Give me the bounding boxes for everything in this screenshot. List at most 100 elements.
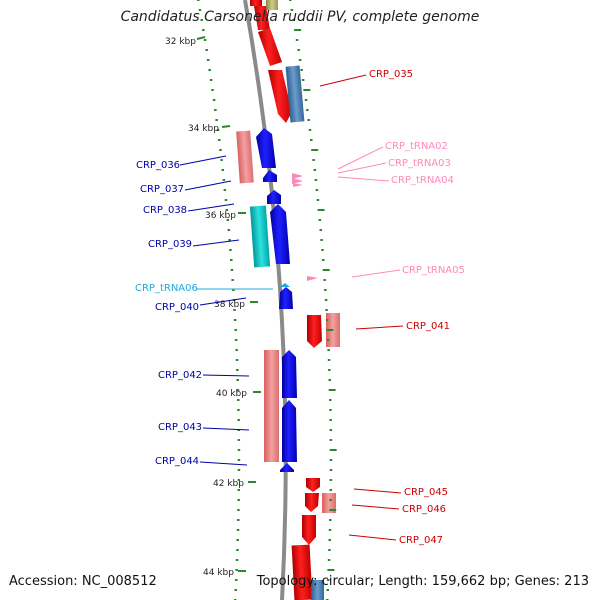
feature-crp045-red: [306, 478, 320, 492]
tick-dot: [226, 219, 230, 221]
tick-dot: [295, 39, 299, 41]
label-trna04: CRP_tRNA04: [391, 175, 454, 186]
tick-dot: [237, 409, 240, 411]
feature-crp047-red: [302, 515, 316, 545]
feature-crp036-pink: [236, 130, 254, 184]
tick-dot: [300, 69, 303, 71]
tick-dot: [236, 529, 240, 531]
tick-dot: [233, 309, 236, 311]
kbp-label-44: 44 kbp: [203, 568, 234, 578]
tick-dot: [329, 449, 337, 451]
feature-crp037-blue: [263, 170, 277, 182]
label-trna02: CRP_tRNA02: [385, 141, 448, 152]
feature-crp038-blue: [267, 190, 281, 204]
label-crp045: CRP_045: [404, 487, 448, 498]
tick-dot: [329, 439, 333, 441]
tick-dot: [329, 429, 332, 431]
tick-dot: [237, 459, 241, 461]
label-crp039: CRP_039: [148, 239, 192, 250]
leader-crp042: [202, 374, 250, 377]
feature-trna06: [280, 283, 290, 287]
feature-crp043-blue: [282, 400, 297, 462]
tick-dot: [235, 359, 239, 361]
tick-dot: [232, 289, 235, 291]
tick-dot: [222, 179, 226, 181]
leader-crp044: [199, 461, 248, 466]
tick-dot: [316, 199, 320, 201]
tick-dot: [212, 99, 216, 101]
tick-dot: [235, 569, 238, 571]
leader-crp045: [353, 488, 402, 494]
tick-dot: [224, 199, 228, 201]
tick-dot: [329, 469, 333, 471]
tick-dot: [323, 279, 326, 281]
feature-trna-pink-2: [292, 178, 303, 184]
feature-crp039-blue: [270, 204, 290, 264]
tick-dot: [319, 229, 322, 231]
tick-dot: [329, 409, 332, 411]
tick-dot: [307, 119, 310, 121]
feature-crp039-cyan: [249, 205, 271, 268]
tick-dot: [294, 29, 302, 31]
tick-dot: [234, 329, 237, 331]
tick-dot: [225, 209, 229, 211]
gene-labels: CRP_035 CRP_tRNA02 CRP_tRNA03 CRP_tRNA04…: [135, 69, 465, 546]
feature-bottom-red: [291, 544, 313, 600]
feature-bottom-steel: [311, 580, 324, 600]
label-trna06: CRP_tRNA06: [135, 283, 198, 294]
tick-dot: [236, 549, 239, 551]
tick-dot: [231, 279, 234, 281]
tick-dot: [327, 559, 331, 561]
leader-crp039: [192, 239, 240, 247]
tick-dot: [215, 119, 218, 121]
tick-dot: [200, 19, 203, 21]
tick-dots: [197, 0, 337, 600]
leader-crp043: [202, 427, 250, 431]
tick-dot: [308, 129, 312, 131]
tick-dot: [320, 239, 323, 241]
label-crp044: CRP_044: [155, 456, 199, 467]
feature-trna-pink-1: [292, 173, 303, 179]
feature-top-red: [250, 0, 262, 6]
leader-crp036: [179, 155, 227, 166]
tick-dot: [234, 589, 237, 591]
tick-dot: [326, 589, 329, 591]
tick-dot: [236, 369, 239, 371]
tick-dot: [209, 79, 213, 81]
label-trna05: CRP_tRNA05: [402, 265, 465, 276]
tick-dot: [218, 139, 221, 141]
tick-dot: [328, 549, 331, 551]
tick-dot: [235, 349, 238, 351]
tick-dot: [237, 499, 240, 501]
tick-dot: [306, 109, 309, 111]
feature-crp044-blue: [280, 463, 294, 472]
accession-text: Accession: NC_008512: [9, 574, 157, 589]
tick-dot: [329, 489, 332, 491]
tick-dot: [328, 389, 336, 391]
leader-crp041: [355, 325, 404, 330]
tick-dot: [198, 9, 202, 11]
tick-dot: [314, 179, 318, 181]
feature-top-olive: [266, 0, 278, 10]
tick-dot: [220, 159, 223, 161]
tick-dot: [298, 59, 302, 61]
tick-dot: [322, 259, 325, 261]
feature-crp036-blue: [256, 128, 276, 168]
feature-red-pre035: [258, 28, 282, 66]
feature-crp040-blue: [279, 287, 293, 309]
tick-dot: [237, 509, 240, 511]
leader-trna03: [337, 162, 387, 174]
leader-crp040: [199, 297, 247, 306]
label-crp046: CRP_046: [402, 504, 446, 515]
tick-dot: [328, 369, 331, 371]
kbp-label-38: 38 kbp: [214, 300, 245, 310]
feature-crp035-steel: [285, 65, 305, 123]
tick-dot: [326, 339, 330, 341]
tick-dot: [237, 399, 240, 401]
tick-dot: [324, 299, 328, 301]
kbp-tick-34: [221, 125, 231, 128]
tick-dot: [324, 289, 327, 291]
kbp-scale: 32 kbp 34 kbp 36 kbp 38 kbp 40 kbp 42 kb…: [165, 36, 261, 578]
kbp-label-36: 36 kbp: [205, 211, 236, 221]
tick-dot: [236, 539, 239, 541]
